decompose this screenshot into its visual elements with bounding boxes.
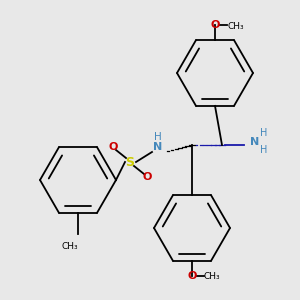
Text: O: O [142, 172, 152, 182]
Text: CH₃: CH₃ [62, 242, 78, 251]
Text: CH₃: CH₃ [204, 272, 220, 281]
Text: O: O [108, 142, 118, 152]
Text: H: H [260, 128, 267, 138]
Text: S: S [125, 155, 134, 169]
Text: CH₃: CH₃ [227, 22, 244, 31]
Text: H: H [260, 145, 267, 155]
Text: O: O [187, 271, 197, 281]
Text: O: O [210, 20, 220, 30]
Text: H: H [154, 132, 162, 142]
Text: N: N [250, 137, 259, 147]
Text: N: N [153, 142, 163, 152]
